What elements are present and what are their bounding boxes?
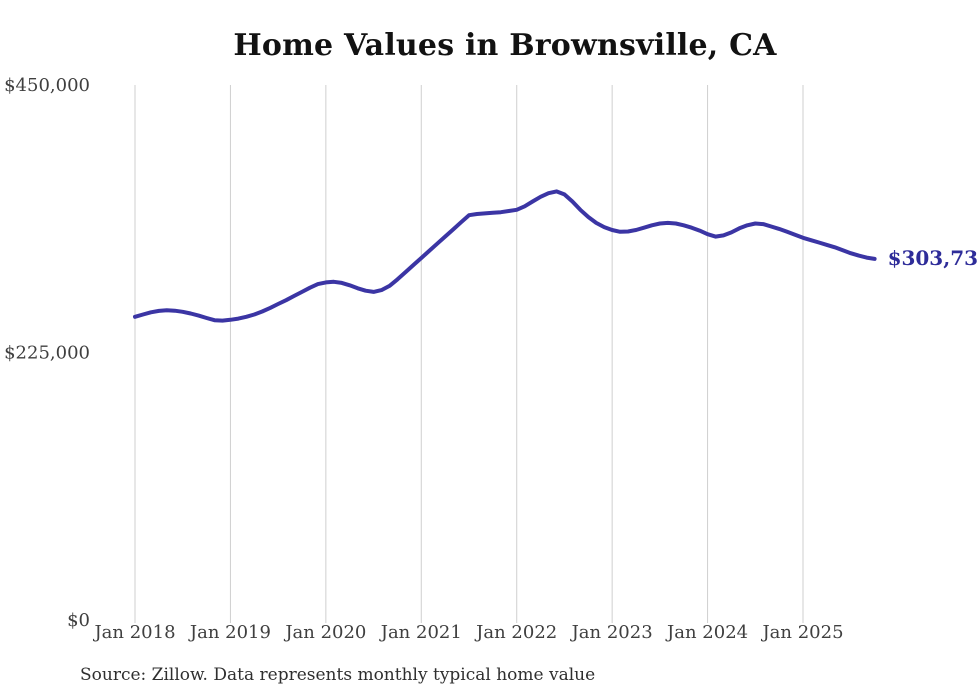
price-line [133, 189, 877, 323]
x-axis-tick-label: Jan 2021 [379, 622, 462, 643]
y-axis-tick-label: $450,000 [4, 75, 90, 96]
chart-title: Home Values in Brownsville, CA [233, 28, 777, 63]
y-axis-tick-label: $225,000 [4, 343, 90, 364]
end-value-label: $303,731 [887, 245, 980, 270]
x-axis-tick-label: Jan 2022 [474, 622, 557, 643]
x-axis-tick-label: Jan 2023 [570, 622, 653, 643]
y-axis-tick-label: $0 [67, 610, 90, 631]
x-axis-tick-label: Jan 2025 [760, 622, 843, 643]
x-axis-tick-label: Jan 2020 [283, 622, 366, 643]
x-axis-tick-label: Jan 2024 [665, 622, 748, 643]
source-note: Source: Zillow. Data represents monthly … [80, 665, 596, 685]
x-axis-tick-label: Jan 2019 [188, 622, 271, 643]
x-axis-tick-label: Jan 2018 [92, 622, 175, 643]
